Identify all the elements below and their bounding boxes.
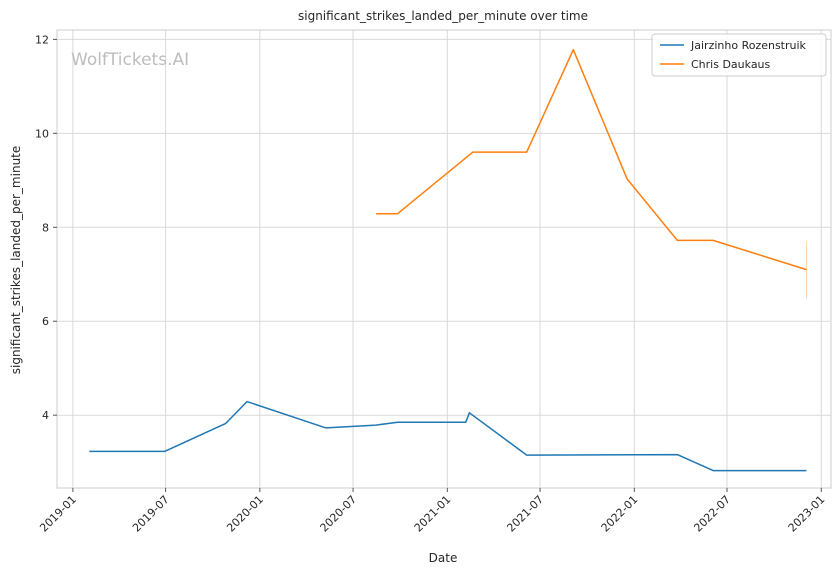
y-tick-label: 6 (42, 315, 49, 328)
y-tick-label: 10 (35, 127, 49, 140)
grid-lines (57, 30, 831, 488)
x-axis-ticks: 2019-01 2019-07 2020-01 2020-07 2021-01 2021-… (37, 488, 827, 535)
legend-label-1: Chris Daukaus (691, 58, 771, 71)
y-axis-ticks: 4 6 8 10 12 (35, 33, 57, 422)
x-axis-label: Date (429, 551, 458, 565)
series-line-0 (89, 400, 807, 472)
y-axis-label: significant_strikes_landed_per_minute (9, 146, 23, 375)
x-tick-label: 2020-01 (224, 493, 266, 535)
y-tick-label: 8 (42, 221, 49, 234)
legend-box (651, 33, 827, 77)
x-tick-label: 2019-01 (37, 493, 79, 535)
legend: Jairzinho Rozenstruik Chris Daukaus (651, 33, 827, 77)
watermark: WolfTickets.AI (71, 50, 189, 70)
chart-title: significant_strikes_landed_per_minute ov… (298, 9, 588, 23)
series-line-1 (376, 48, 807, 271)
legend-label-0: Jairzinho Rozenstruik (690, 39, 807, 52)
x-tick-label: 2023-01 (786, 493, 828, 535)
series-lines (89, 48, 807, 472)
y-tick-label: 12 (35, 33, 49, 46)
x-tick-label: 2021-07 (504, 493, 546, 535)
x-tick-label: 2021-01 (412, 493, 454, 535)
x-tick-label: 2019-07 (130, 493, 172, 535)
plot-frame (56, 29, 832, 489)
x-tick-label: 2022-01 (599, 493, 641, 535)
x-tick-label: 2020-07 (318, 493, 360, 535)
y-tick-label: 4 (42, 409, 49, 422)
x-tick-label: 2022-07 (691, 493, 733, 535)
